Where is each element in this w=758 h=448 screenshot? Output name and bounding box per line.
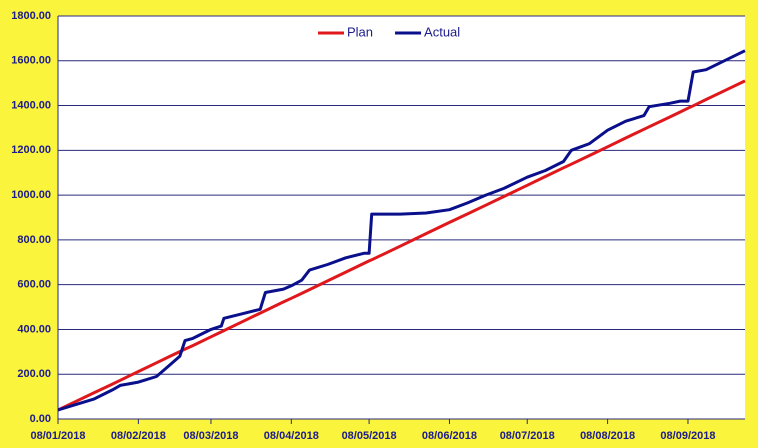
- x-tick-label: 08/02/2018: [111, 430, 166, 442]
- x-tick-label: 08/04/2018: [264, 430, 319, 442]
- y-tick-label: 1200.00: [11, 144, 51, 156]
- legend-label: Actual: [424, 24, 460, 39]
- y-tick-label: 0.00: [30, 413, 51, 425]
- y-tick-label: 800.00: [17, 234, 51, 246]
- y-tick-label: 200.00: [17, 368, 51, 380]
- y-tick-label: 1800.00: [11, 10, 51, 22]
- y-tick-label: 600.00: [17, 279, 51, 291]
- x-tick-label: 08/07/2018: [500, 430, 555, 442]
- x-tick-label: 08/09/2018: [660, 430, 715, 442]
- series-line: [57, 49, 746, 412]
- plot-area: [58, 16, 745, 419]
- x-tick-label: 08/01/2018: [30, 430, 85, 442]
- x-tick-label: 08/06/2018: [422, 430, 477, 442]
- legend-label: Plan: [347, 24, 373, 39]
- series-line: [57, 79, 746, 412]
- legend: Plan Actual: [318, 24, 460, 39]
- x-tick-label: 08/08/2018: [580, 430, 635, 442]
- y-tick-label: 400.00: [17, 323, 51, 335]
- x-tick-label: 08/05/2018: [342, 430, 397, 442]
- y-tick-label: 1400.00: [11, 99, 51, 111]
- y-tick-label: 1000.00: [11, 189, 51, 201]
- y-tick-label: 1600.00: [11, 55, 51, 67]
- x-tick-label: 08/03/2018: [183, 430, 238, 442]
